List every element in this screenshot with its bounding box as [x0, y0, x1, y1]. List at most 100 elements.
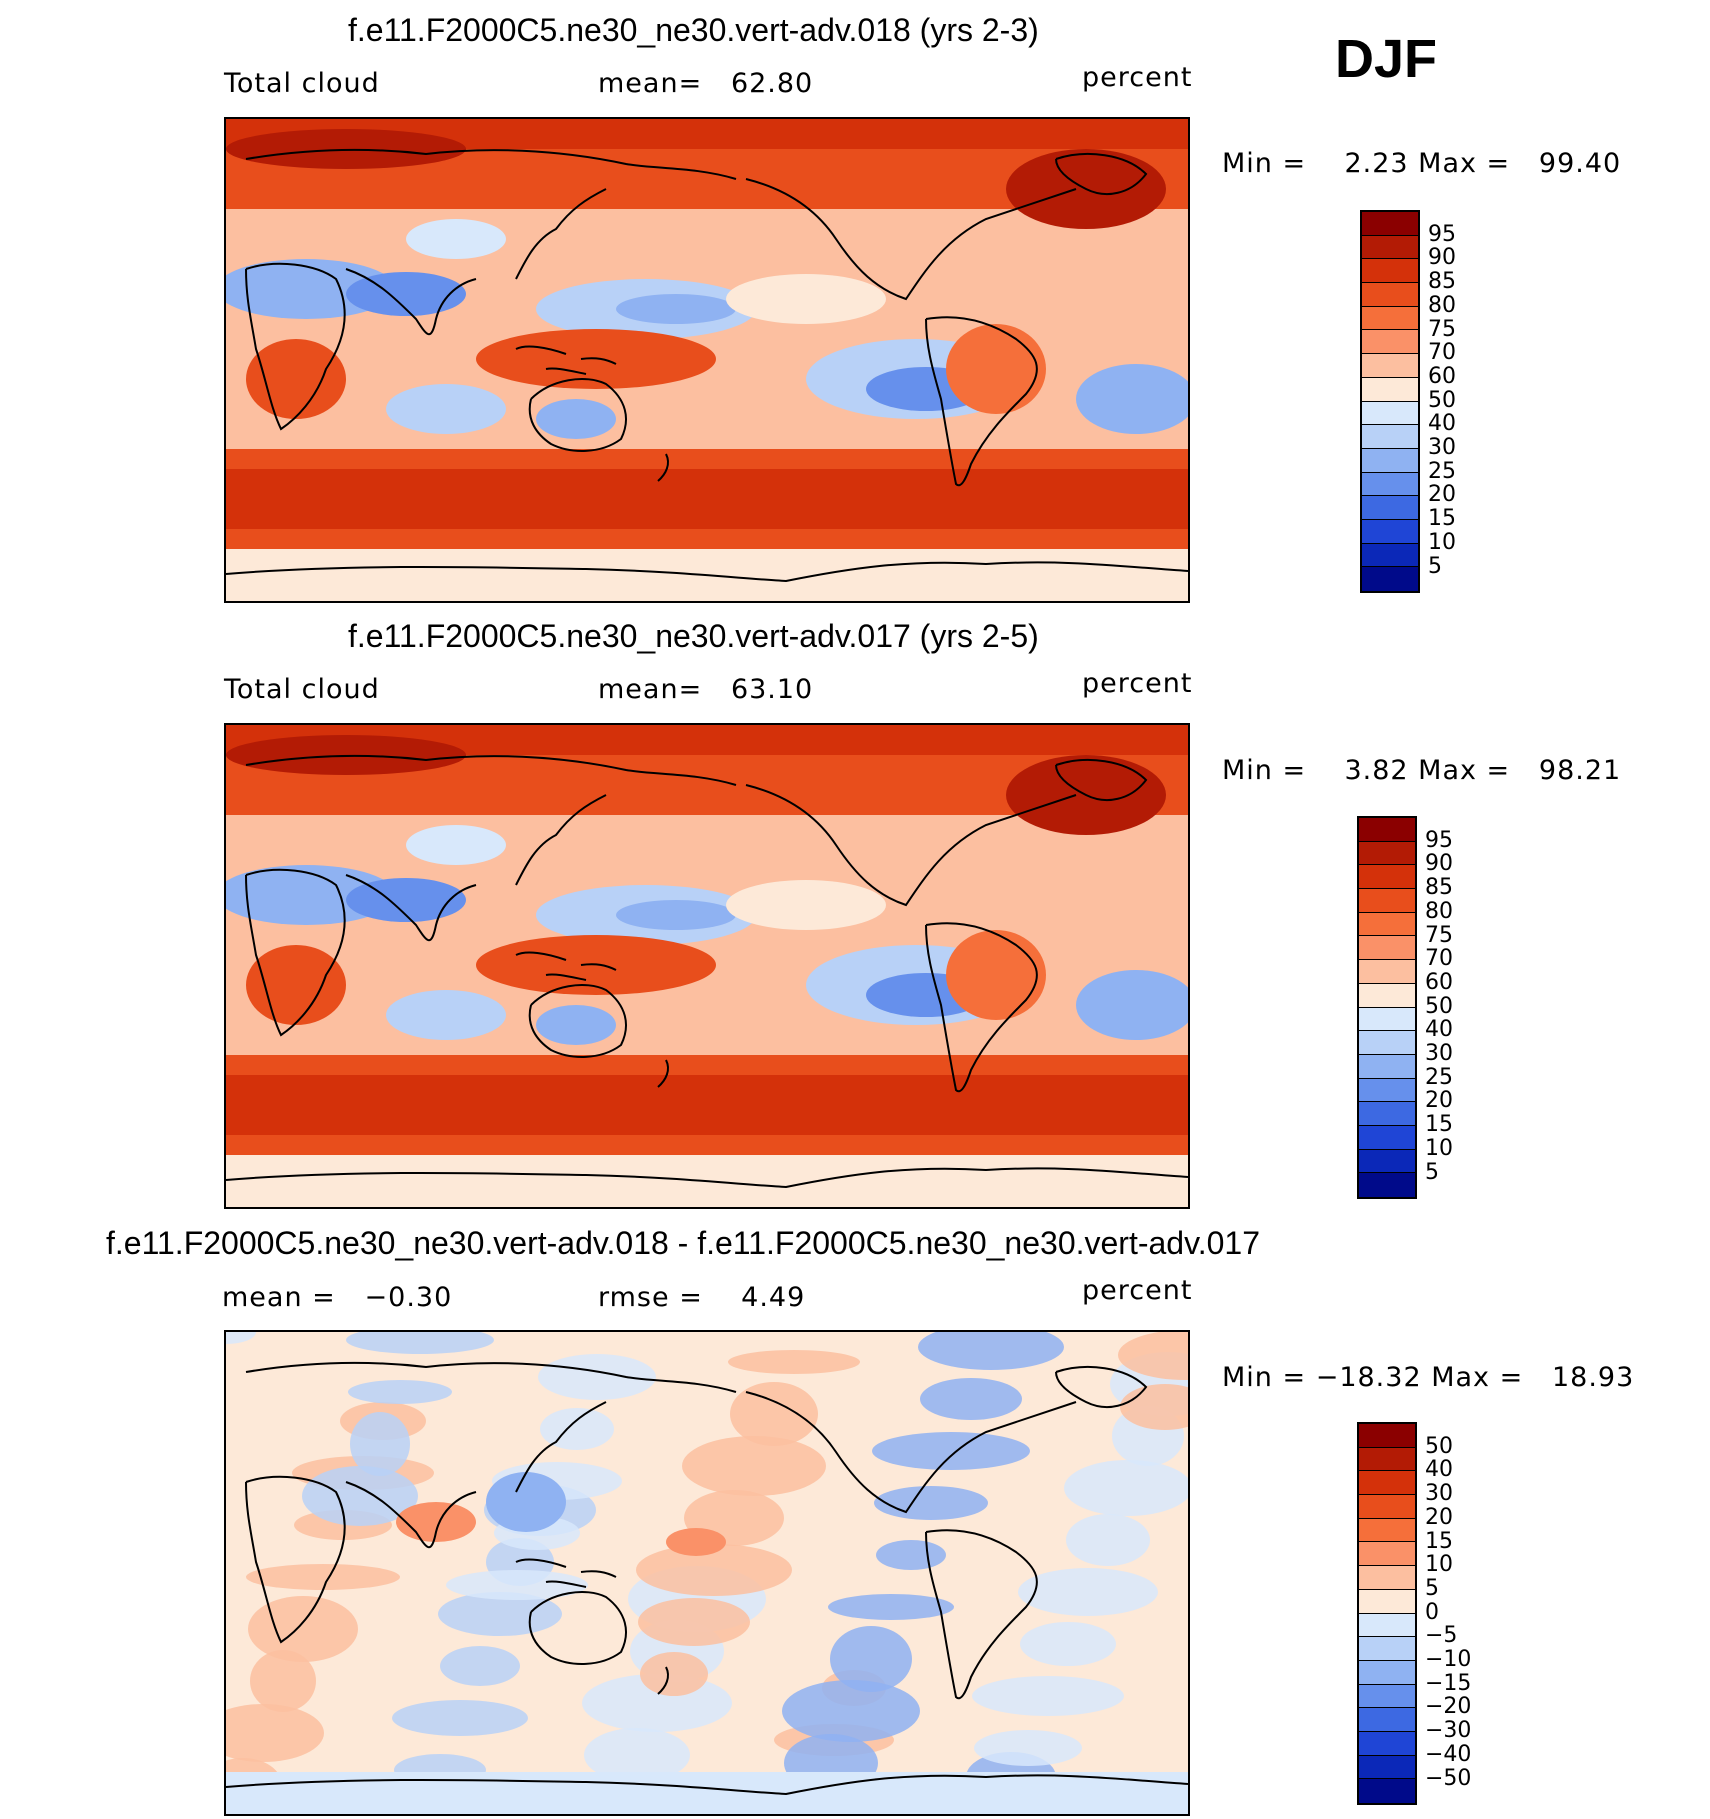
- colorbar-tick-label: −20: [1425, 1694, 1472, 1720]
- colorbar-tick-label: 50: [1428, 387, 1456, 413]
- colorbar-tick-label: 30: [1425, 1481, 1453, 1507]
- panel-2-map: [224, 723, 1190, 1209]
- panel-1-title: f.e11.F2000C5.ne30_ne30.vert-adv.018 (yr…: [348, 12, 1039, 48]
- colorbar-swatch: [1359, 1566, 1415, 1590]
- colorbar-tick-label: 5: [1425, 1575, 1439, 1601]
- colorbar-tick-label: 40: [1425, 1017, 1453, 1043]
- colorbar-swatch: [1362, 259, 1418, 284]
- colorbar-swatch: [1359, 1779, 1415, 1803]
- colorbar-swatch: [1359, 1542, 1415, 1567]
- colorbar-tick-label: 70: [1425, 946, 1453, 972]
- colorbar-swatch: [1362, 496, 1418, 520]
- colorbar-tick-label: 85: [1425, 875, 1453, 901]
- colorbar-swatch: [1359, 1755, 1415, 1780]
- colorbar-swatch: [1362, 567, 1418, 591]
- colorbar-tick-label: 15: [1425, 1528, 1453, 1554]
- panel-3-mean-label: mean = −0.30: [222, 1282, 453, 1313]
- colorbar-swatch: [1359, 1660, 1415, 1685]
- colorbar-tick-label: 10: [1428, 529, 1456, 555]
- colorbar-tick-label: 15: [1428, 506, 1456, 532]
- panel-1-colorbar: [1360, 210, 1420, 593]
- colorbar-swatch: [1359, 1173, 1415, 1197]
- colorbar-tick-label: 90: [1428, 245, 1456, 271]
- panel-1-variable-label: Total cloud: [224, 68, 380, 99]
- colorbar-tick-label: 85: [1428, 269, 1456, 295]
- map-field: [226, 725, 1188, 1207]
- colorbar-tick-label: 20: [1428, 482, 1456, 508]
- colorbar-swatch: [1362, 448, 1418, 473]
- colorbar-tick-label: −10: [1425, 1647, 1472, 1672]
- colorbar-tick-label: 40: [1425, 1457, 1453, 1483]
- colorbar-tick-label: 15: [1425, 1112, 1453, 1138]
- colorbar-tick-label: 60: [1425, 969, 1453, 995]
- colorbar-swatch: [1359, 1102, 1415, 1126]
- season-label: DJF: [1335, 29, 1438, 89]
- colorbar-swatch: [1359, 1613, 1415, 1638]
- panel-3-colorbar: [1357, 1422, 1417, 1805]
- colorbar-tick-label: 95: [1425, 827, 1453, 853]
- colorbar-swatch: [1359, 1054, 1415, 1079]
- colorbar-swatch: [1359, 1731, 1415, 1756]
- map-field: [226, 119, 1188, 601]
- colorbar-swatch: [1359, 912, 1415, 937]
- colorbar-swatch: [1359, 1471, 1415, 1496]
- colorbar-swatch: [1359, 818, 1415, 842]
- colorbar-tick-label: 80: [1425, 898, 1453, 924]
- colorbar-tick-label: −5: [1425, 1623, 1458, 1649]
- colorbar-swatch: [1359, 960, 1415, 984]
- panel-1-units-label: percent: [1082, 62, 1193, 93]
- colorbar-swatch: [1359, 1447, 1415, 1472]
- colorbar-tick-label: 90: [1425, 851, 1453, 877]
- colorbar-swatch: [1362, 377, 1418, 402]
- colorbar-swatch: [1359, 1637, 1415, 1661]
- colorbar-swatch: [1359, 889, 1415, 913]
- colorbar-tick-label: 75: [1425, 922, 1453, 948]
- colorbar-tick-label: −15: [1425, 1670, 1472, 1696]
- colorbar-tick-label: 95: [1428, 221, 1456, 247]
- colorbar-tick-label: 30: [1428, 435, 1456, 460]
- colorbar-tick-label: 5: [1425, 1159, 1439, 1185]
- panel-1-minmax: Min = 2.23 Max = 99.40: [1222, 148, 1622, 179]
- colorbar-tick-label: 70: [1428, 340, 1456, 366]
- colorbar-swatch: [1362, 519, 1418, 544]
- colorbar-tick-label: 0: [1425, 1599, 1439, 1625]
- panel-3-minmax: Min = −18.32 Max = 18.93: [1222, 1362, 1635, 1393]
- colorbar-tick-label: −50: [1425, 1765, 1472, 1791]
- panel-3-rmse-label: rmse = 4.49: [598, 1282, 806, 1313]
- colorbar-swatch: [1359, 1684, 1415, 1709]
- panel-2-mean-label: mean= 63.10: [598, 674, 814, 705]
- colorbar-swatch: [1359, 1031, 1415, 1055]
- colorbar-swatch: [1359, 936, 1415, 961]
- colorbar-tick-label: 75: [1428, 316, 1456, 342]
- colorbar-swatch: [1362, 472, 1418, 497]
- colorbar-tick-label: 20: [1425, 1088, 1453, 1114]
- panel-2-units-label: percent: [1082, 668, 1193, 699]
- colorbar-swatch: [1362, 543, 1418, 568]
- colorbar-swatch: [1359, 1078, 1415, 1103]
- colorbar-swatch: [1359, 841, 1415, 866]
- colorbar-swatch: [1359, 1125, 1415, 1150]
- colorbar-tick-label: 5: [1428, 553, 1442, 579]
- colorbar-tick-label: 25: [1428, 458, 1456, 484]
- panel-1-mean-label: mean= 62.80: [598, 68, 814, 99]
- colorbar-tick-label: 30: [1425, 1041, 1453, 1066]
- colorbar-tick-label: 40: [1428, 411, 1456, 437]
- colorbar-swatch: [1359, 1589, 1415, 1614]
- colorbar-swatch: [1359, 1149, 1415, 1174]
- panel-3-units-label: percent: [1082, 1275, 1193, 1306]
- colorbar-swatch: [1362, 401, 1418, 426]
- colorbar-tick-label: 50: [1425, 993, 1453, 1019]
- colorbar-tick-label: 20: [1425, 1504, 1453, 1530]
- colorbar-swatch: [1359, 1518, 1415, 1543]
- colorbar-tick-label: 10: [1425, 1552, 1453, 1578]
- colorbar-swatch: [1359, 865, 1415, 890]
- colorbar-swatch: [1359, 1708, 1415, 1732]
- panel-2-colorbar: [1357, 816, 1417, 1199]
- colorbar-swatch: [1362, 235, 1418, 260]
- colorbar-swatch: [1362, 425, 1418, 449]
- colorbar-swatch: [1359, 1495, 1415, 1519]
- map-field: [226, 1332, 1188, 1814]
- colorbar-tick-label: 25: [1425, 1064, 1453, 1090]
- colorbar-swatch: [1362, 212, 1418, 236]
- panel-2-minmax: Min = 3.82 Max = 98.21: [1222, 755, 1622, 786]
